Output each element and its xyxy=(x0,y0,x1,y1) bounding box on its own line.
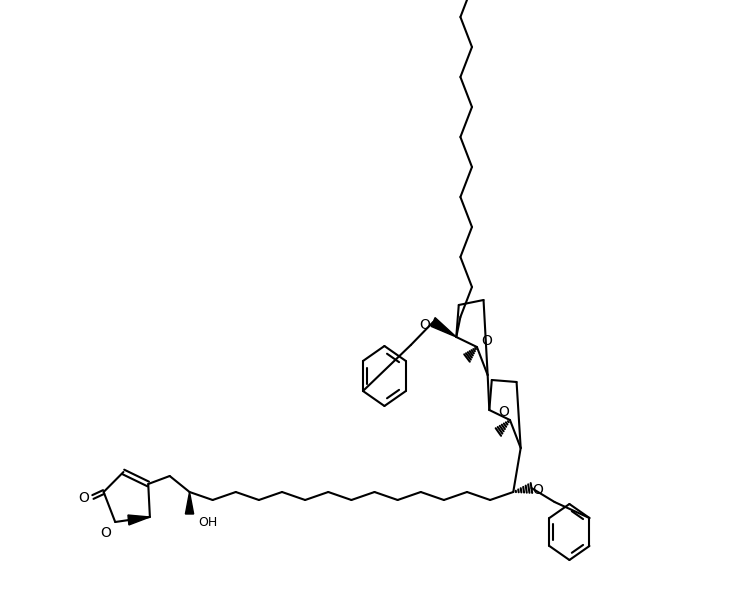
Polygon shape xyxy=(431,317,456,337)
Polygon shape xyxy=(185,492,193,514)
Text: O: O xyxy=(481,334,492,348)
Text: O: O xyxy=(420,318,430,332)
Polygon shape xyxy=(128,515,150,525)
Text: OH: OH xyxy=(198,515,218,529)
Text: O: O xyxy=(533,483,543,497)
Text: O: O xyxy=(101,526,112,540)
Text: O: O xyxy=(79,491,89,505)
Text: O: O xyxy=(498,405,509,419)
